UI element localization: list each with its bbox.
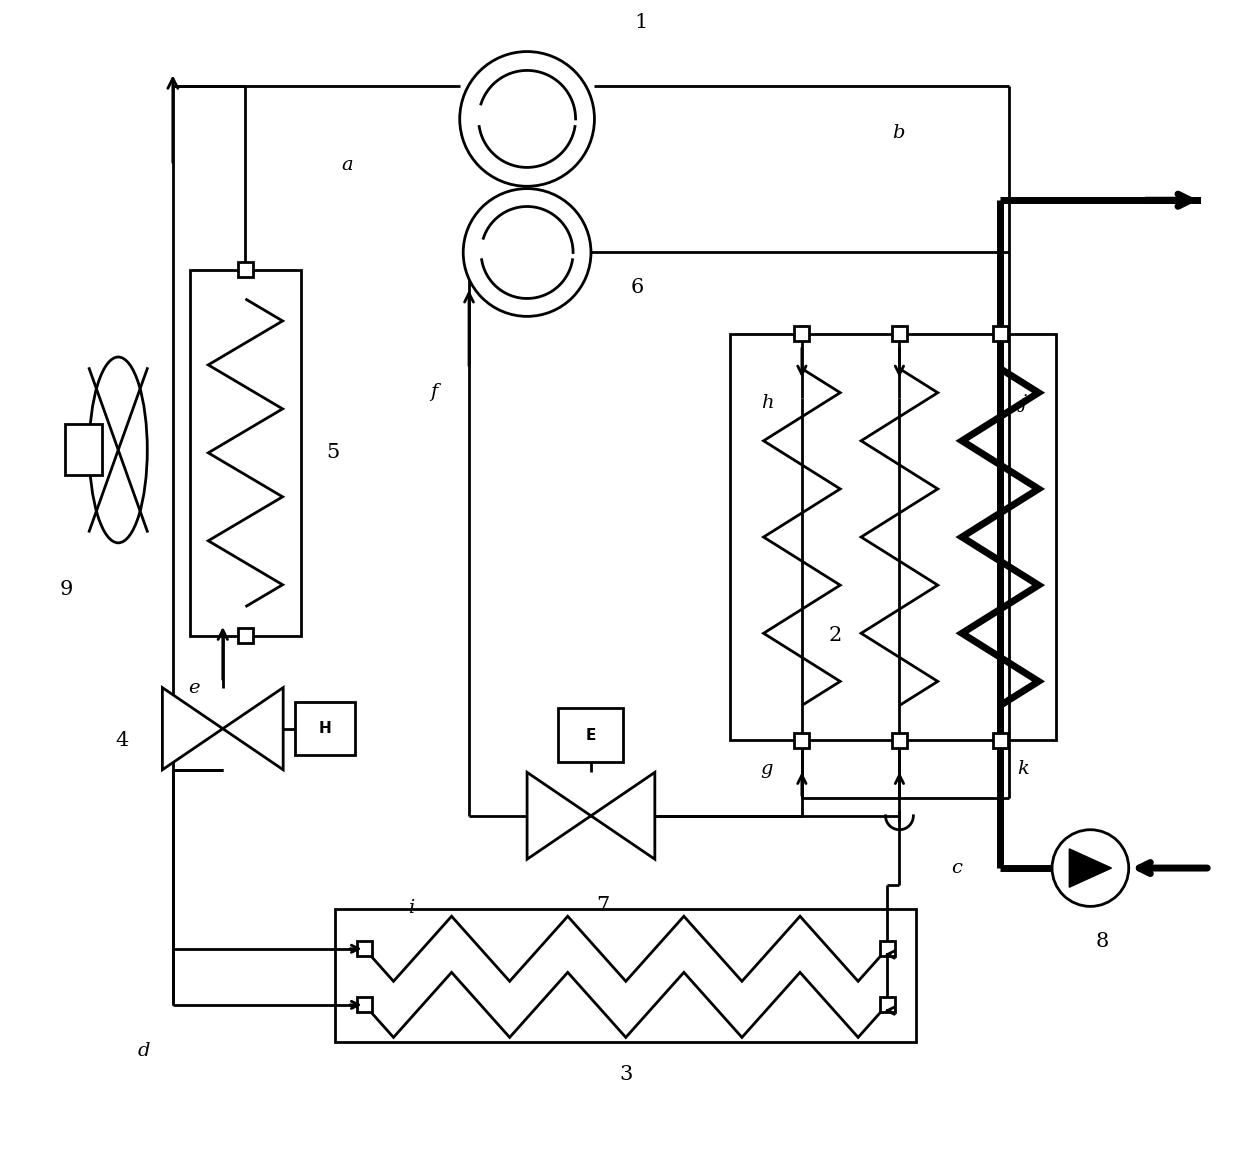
Bar xyxy=(336,909,916,1042)
Text: 7: 7 xyxy=(596,896,609,915)
Text: 1: 1 xyxy=(634,13,647,32)
Text: 4: 4 xyxy=(115,731,129,749)
Bar xyxy=(795,733,810,748)
Text: 8: 8 xyxy=(1095,931,1109,951)
Circle shape xyxy=(1052,830,1128,907)
Bar xyxy=(64,425,102,475)
Text: b: b xyxy=(893,124,905,142)
Text: e: e xyxy=(188,679,200,697)
Bar xyxy=(795,327,810,341)
Bar xyxy=(295,703,355,755)
Bar xyxy=(730,334,1055,740)
Text: f: f xyxy=(430,383,438,400)
Bar xyxy=(879,998,895,1013)
Text: 2: 2 xyxy=(828,627,842,645)
Circle shape xyxy=(460,51,594,187)
Bar xyxy=(558,708,624,762)
Text: g: g xyxy=(761,761,774,778)
Text: k: k xyxy=(1018,761,1029,778)
Bar xyxy=(892,327,906,341)
Polygon shape xyxy=(162,687,223,770)
Text: a: a xyxy=(341,156,353,174)
Text: H: H xyxy=(319,721,331,736)
Bar xyxy=(238,628,253,643)
Bar xyxy=(879,942,895,956)
Polygon shape xyxy=(527,773,591,859)
Circle shape xyxy=(464,189,591,316)
Text: j: j xyxy=(1021,394,1027,412)
Text: i: i xyxy=(408,899,414,917)
Text: h: h xyxy=(761,394,774,412)
Polygon shape xyxy=(223,687,283,770)
Bar xyxy=(357,942,372,956)
Bar xyxy=(190,270,300,636)
Bar xyxy=(892,733,906,748)
Text: 5: 5 xyxy=(326,443,340,462)
Text: 3: 3 xyxy=(619,1065,632,1084)
Bar xyxy=(357,998,372,1013)
Ellipse shape xyxy=(89,357,148,543)
Text: d: d xyxy=(138,1042,150,1061)
Text: 9: 9 xyxy=(60,580,73,599)
Polygon shape xyxy=(591,773,655,859)
Polygon shape xyxy=(1069,848,1111,887)
Text: E: E xyxy=(585,728,596,742)
Bar xyxy=(238,263,253,278)
Text: c: c xyxy=(951,859,962,878)
Bar xyxy=(993,733,1008,748)
Bar xyxy=(993,327,1008,341)
Text: 6: 6 xyxy=(631,278,644,296)
